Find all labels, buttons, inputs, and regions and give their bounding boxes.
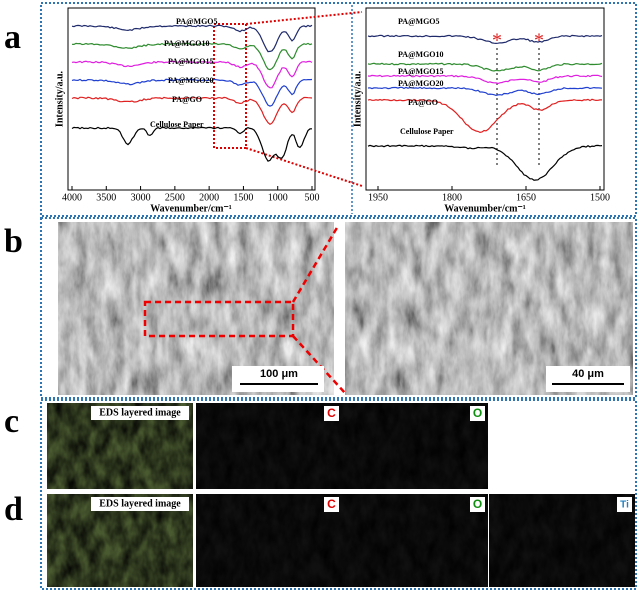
x-tick-label: 2000 xyxy=(199,192,219,203)
tile-label-box xyxy=(91,497,189,511)
scale-box xyxy=(232,366,324,392)
series-label: PA@GO xyxy=(408,98,438,107)
spectrum xyxy=(367,144,603,181)
spectrum xyxy=(71,96,313,126)
spectrum xyxy=(367,86,603,97)
tile-label: C xyxy=(327,497,336,511)
tile-label: EDS layered image xyxy=(99,498,181,509)
series-label: PA@MGO5 xyxy=(176,17,218,26)
spectrum xyxy=(71,24,313,53)
x-tick-label: 1950 xyxy=(368,192,388,203)
tile-label: O xyxy=(473,406,482,420)
x-tick-label: 1500 xyxy=(590,192,610,203)
panel-label: b xyxy=(4,223,23,260)
series-label: PA@MGO10 xyxy=(164,39,210,48)
tile-label-box xyxy=(470,497,485,512)
zoom-line xyxy=(292,335,346,394)
tile-label-box xyxy=(617,497,632,512)
x-tick-label: 1800 xyxy=(442,192,462,203)
x-axis-label: Wavenumber/cm⁻¹ xyxy=(150,203,232,214)
spectrum xyxy=(71,42,313,71)
tile-label-box xyxy=(91,406,189,420)
eds-map xyxy=(489,494,635,587)
panel-label: d xyxy=(4,491,23,528)
spectrum xyxy=(367,98,602,134)
series-label: PA@GO xyxy=(172,95,202,104)
tile-label: Ti xyxy=(620,500,629,511)
peak-marker: * xyxy=(534,30,544,52)
x-tick-label: 4000 xyxy=(62,192,82,203)
tile-label-box xyxy=(324,497,339,512)
series-label: PA@MGO15 xyxy=(168,57,214,66)
tile-label: EDS layered image xyxy=(99,407,181,418)
tile-label-box xyxy=(470,406,485,421)
x-tick-label: 3500 xyxy=(96,192,116,203)
scale-box xyxy=(546,366,630,392)
eds-map xyxy=(196,494,342,587)
tile-label: O xyxy=(473,497,482,511)
spectrum xyxy=(367,74,603,85)
tile-label: C xyxy=(327,406,336,420)
zoom-line xyxy=(245,147,363,187)
panel-frame xyxy=(40,2,637,217)
series-label: Cellulose Paper xyxy=(150,120,204,129)
y-axis-label: Intensity/a.u. xyxy=(54,70,65,127)
spectrum xyxy=(367,62,603,72)
series-label: PA@MGO5 xyxy=(398,17,440,26)
y-axis-label: Intensity/a.u. xyxy=(352,70,363,127)
scale-label: 40 μm xyxy=(572,368,604,380)
zoom-box xyxy=(143,300,295,338)
spectrum xyxy=(71,78,313,107)
zoom-line xyxy=(245,11,363,25)
x-tick-label: 3000 xyxy=(131,192,151,203)
series-label: PA@MGO20 xyxy=(398,79,444,88)
plot-frame xyxy=(67,7,316,191)
x-tick-label: 1000 xyxy=(268,192,288,203)
plot-frame xyxy=(365,7,605,191)
peak-marker: * xyxy=(492,30,502,52)
zoom-box xyxy=(213,23,247,149)
series-label: PA@MGO10 xyxy=(398,50,444,59)
tile-label-box xyxy=(324,406,339,421)
x-axis-label: Wavenumber/cm⁻¹ xyxy=(444,203,526,214)
spectrum xyxy=(71,126,313,162)
panel-frame xyxy=(40,399,637,590)
series-label: PA@MGO15 xyxy=(398,67,444,76)
eds-map xyxy=(196,403,342,489)
x-tick-label: 2500 xyxy=(165,192,185,203)
series-label: PA@MGO20 xyxy=(168,76,214,85)
x-tick-label: 500 xyxy=(305,192,320,203)
series-label: Cellulose Paper xyxy=(400,127,454,136)
panel-label: c xyxy=(4,403,19,440)
zoom-line xyxy=(291,225,340,303)
eds-map xyxy=(342,403,488,489)
x-tick-label: 1650 xyxy=(516,192,536,203)
scale-label: 100 μm xyxy=(260,368,298,380)
spectrum xyxy=(367,34,603,45)
spectrum xyxy=(71,60,313,89)
panel-frame xyxy=(40,217,637,399)
eds-map xyxy=(342,494,488,587)
panel-label: a xyxy=(4,19,21,56)
x-tick-label: 1500 xyxy=(233,192,253,203)
